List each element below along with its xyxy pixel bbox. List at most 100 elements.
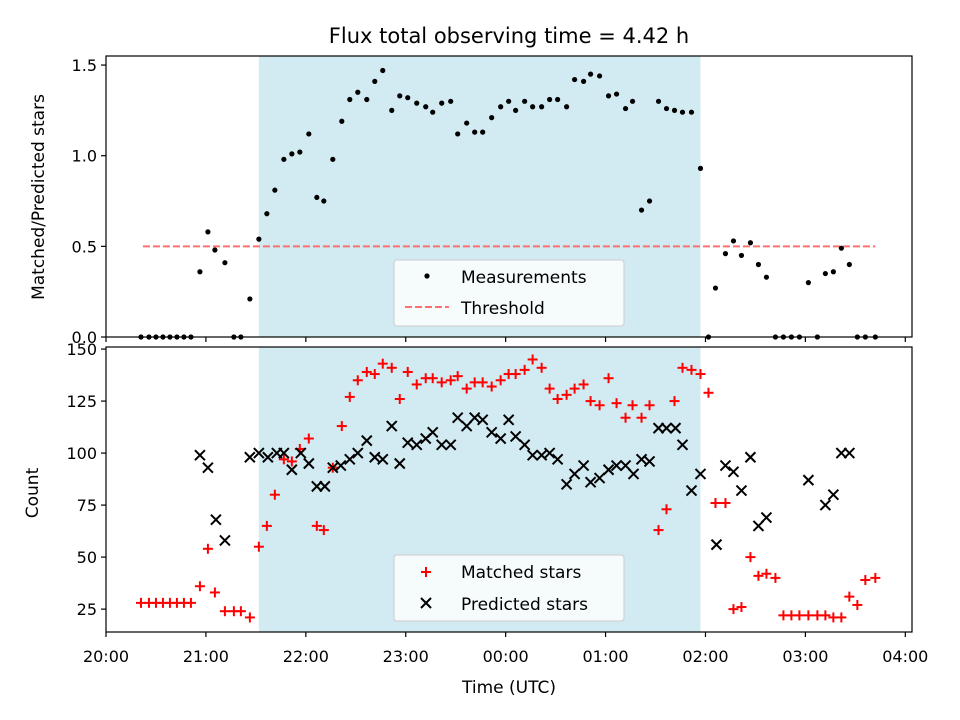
predicted-stars-point-56 bbox=[676, 439, 689, 451]
matched-stars-point-40 bbox=[461, 383, 472, 394]
matched-stars-point-49 bbox=[536, 362, 547, 373]
matched-stars-point-69 bbox=[703, 387, 714, 398]
predicted-stars-point-16 bbox=[344, 453, 356, 466]
predicted-stars-point-60-b bbox=[719, 459, 732, 472]
matched-stars-point-86 bbox=[844, 591, 855, 602]
measurements-point-66 bbox=[679, 109, 686, 115]
measurements-point-39 bbox=[455, 131, 461, 137]
matched-stars-point-62 bbox=[644, 400, 655, 411]
predicted-stars-point-29 bbox=[451, 412, 464, 424]
matched-stars-point-26 bbox=[344, 391, 355, 402]
measurements-point-25 bbox=[339, 118, 345, 124]
measurements-point-29 bbox=[372, 78, 378, 84]
predicted-stars-point-62 bbox=[735, 484, 748, 497]
bottom-y-tick-label-3: 100 bbox=[66, 444, 97, 463]
matched-stars-point-88 bbox=[860, 574, 871, 585]
matched-stars-point-44 bbox=[495, 375, 506, 386]
predicted-stars-point-42-b bbox=[560, 478, 573, 491]
predicted-stars-point-38-b bbox=[526, 449, 539, 461]
matched-stars-point-22 bbox=[311, 520, 322, 531]
predicted-stars-point-40 bbox=[543, 447, 556, 459]
predicted-stars-point-55-b bbox=[669, 422, 682, 434]
bottom-series-predicted-stars bbox=[194, 412, 856, 551]
measurements-point-18 bbox=[281, 156, 287, 162]
predicted-stars-point-54 bbox=[660, 422, 673, 434]
measurements-point-45 bbox=[506, 98, 512, 104]
predicted-stars-point-24-b bbox=[411, 439, 423, 451]
predicted-stars-point-17 bbox=[352, 447, 364, 459]
matched-stars-point-51 bbox=[552, 394, 563, 405]
predicted-stars-point-33-b bbox=[485, 426, 498, 438]
predicted-stars-point-67-b bbox=[819, 499, 832, 511]
matched-stars-point-87 bbox=[852, 599, 863, 610]
predicted-stars-point-13-b bbox=[319, 480, 331, 493]
top-series-measurements bbox=[138, 67, 878, 340]
measurements-point-24 bbox=[330, 156, 336, 162]
predicted-stars-point-34 bbox=[494, 432, 507, 445]
measurements-point-35 bbox=[423, 104, 429, 110]
predicted-stars-point-20 bbox=[377, 453, 389, 466]
matched-stars-point-10 bbox=[209, 587, 220, 598]
predicted-stars-point-62-b bbox=[735, 484, 748, 497]
predicted-stars-point-54-b bbox=[660, 422, 673, 434]
predicted-stars-point-17-b bbox=[352, 447, 364, 459]
predicted-stars-point-8-b bbox=[278, 447, 290, 459]
predicted-stars-point-67 bbox=[819, 499, 832, 511]
matched-stars-point-13 bbox=[235, 606, 246, 617]
matched-stars-point-29 bbox=[369, 369, 380, 380]
matched-stars-point-83 bbox=[820, 610, 831, 621]
measurements-point-31 bbox=[389, 107, 395, 113]
predicted-stars-point-6-b bbox=[262, 451, 274, 463]
predicted-stars-point-37 bbox=[518, 439, 531, 451]
measurements-point-27 bbox=[355, 89, 361, 95]
legend-label-measurements: Measurements bbox=[461, 268, 587, 288]
predicted-stars-point-9-b bbox=[286, 464, 298, 476]
predicted-stars-point-11-b bbox=[303, 457, 315, 470]
predicted-stars-point-9 bbox=[286, 464, 298, 476]
matched-stars-point-8 bbox=[194, 581, 205, 592]
matched-stars-point-63 bbox=[653, 525, 664, 536]
measurements-point-19 bbox=[289, 151, 295, 157]
predicted-stars-point-61-b bbox=[727, 466, 740, 478]
measurements-point-15 bbox=[256, 236, 262, 242]
measurements-point-72 bbox=[730, 238, 737, 244]
measurements-point-76 bbox=[763, 274, 770, 280]
predicted-stars-point-38 bbox=[526, 449, 539, 461]
predicted-stars-point-41 bbox=[551, 453, 564, 466]
predicted-stars-point-45-b bbox=[584, 476, 597, 488]
bottom-y-tick-label-1: 50 bbox=[77, 548, 97, 567]
predicted-stars-point-19-b bbox=[369, 451, 381, 463]
matched-stars-point-38 bbox=[445, 375, 456, 386]
predicted-stars-point-31 bbox=[468, 412, 481, 424]
predicted-stars-point-51-b bbox=[635, 453, 648, 466]
matched-stars-point-74 bbox=[745, 552, 756, 563]
matched-stars-point-48 bbox=[527, 354, 538, 365]
measurements-point-54 bbox=[580, 78, 587, 84]
measurements-point-21 bbox=[306, 131, 312, 137]
x-axis-label: Time (UTC) bbox=[461, 678, 556, 698]
matched-stars-point-52 bbox=[561, 389, 572, 400]
predicted-stars-point-48 bbox=[610, 459, 623, 472]
predicted-stars-point-16-b bbox=[344, 453, 356, 466]
predicted-stars-point-41-b bbox=[551, 453, 564, 466]
measurements-point-56 bbox=[596, 73, 603, 79]
predicted-stars-point-51 bbox=[635, 453, 648, 466]
predicted-stars-point-32-b bbox=[476, 414, 489, 426]
x-tick-label-03-00: 03:00 bbox=[782, 647, 828, 666]
predicted-stars-point-68 bbox=[827, 488, 840, 501]
predicted-stars-point-0 bbox=[194, 449, 206, 461]
predicted-stars-point-63-b bbox=[744, 451, 757, 463]
predicted-stars-point-4-b bbox=[244, 451, 256, 463]
matched-stars-point-53 bbox=[569, 383, 580, 394]
bottom-y-axis-label: Count bbox=[23, 467, 43, 518]
matched-stars-point-19 bbox=[286, 456, 297, 467]
matched-stars-point-76 bbox=[761, 568, 772, 579]
predicted-stars-point-36 bbox=[509, 430, 522, 443]
matched-stars-point-23 bbox=[318, 525, 329, 536]
predicted-stars-point-43-b bbox=[568, 468, 581, 480]
matched-stars-point-9 bbox=[202, 543, 213, 554]
predicted-stars-point-26-b bbox=[427, 426, 439, 438]
measurements-point-23 bbox=[321, 198, 327, 204]
predicted-stars-point-63 bbox=[744, 451, 757, 463]
